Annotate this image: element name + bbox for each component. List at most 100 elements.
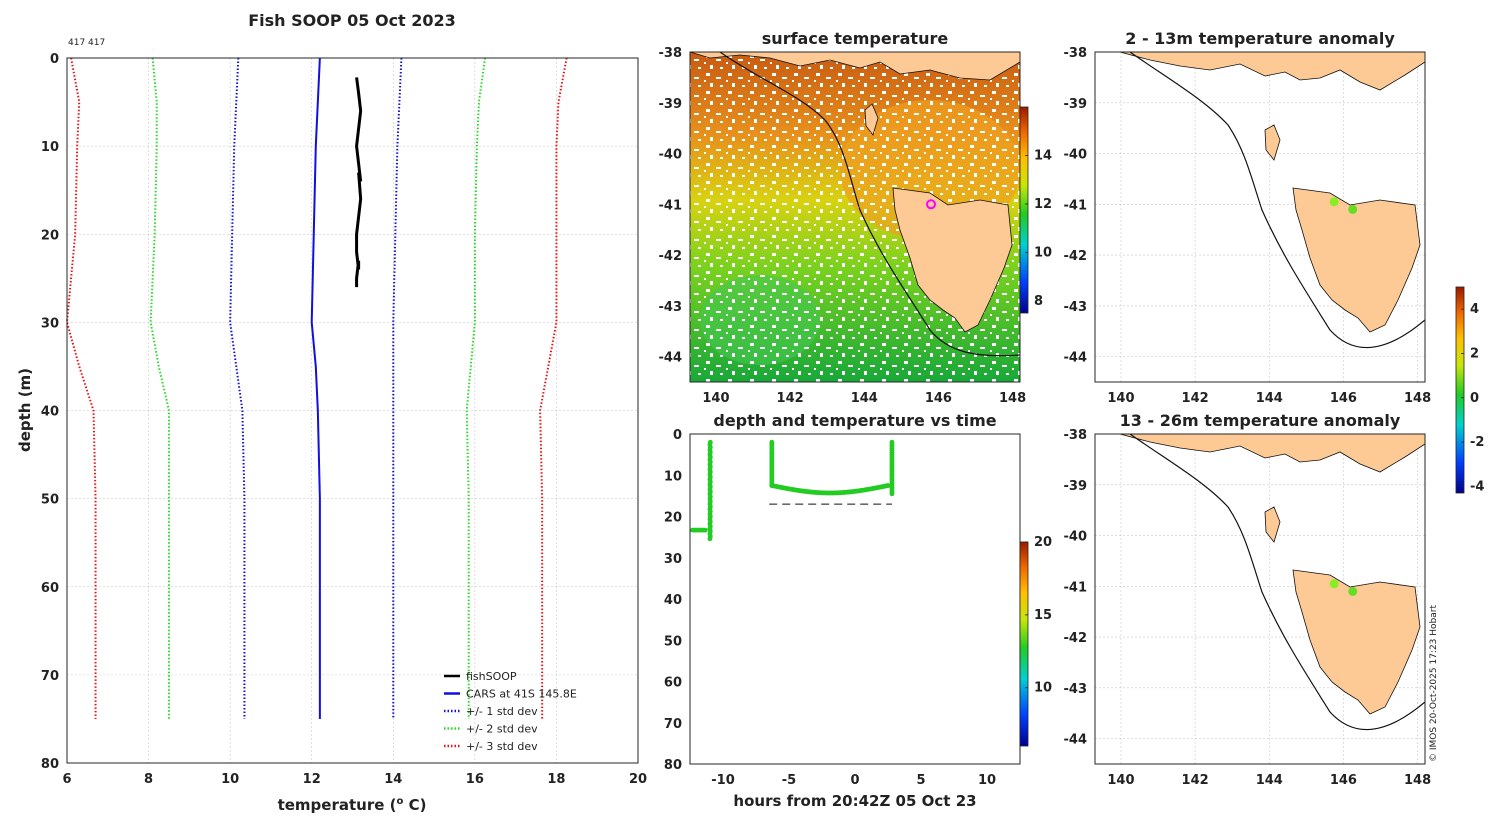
anomaly-colorbar-tick-label: -4 bbox=[1470, 479, 1484, 494]
anom2-x-tick: 144 bbox=[1256, 773, 1283, 788]
surface-colorbar-tick-label: 12 bbox=[1034, 197, 1052, 212]
profile-y-tick: 0 bbox=[50, 52, 59, 67]
anom2-y-tick: -44 bbox=[1064, 733, 1088, 748]
time-colorbar-gradient bbox=[1019, 541, 1029, 747]
profile-x-tick: 18 bbox=[547, 772, 565, 787]
time-x-tick: 10 bbox=[978, 773, 996, 788]
profile-x-tick: 8 bbox=[144, 772, 153, 787]
profile-y-tick: 30 bbox=[41, 316, 59, 331]
time-y-tick: 80 bbox=[664, 758, 682, 773]
time-point bbox=[707, 536, 713, 542]
anom2-x-tick: 140 bbox=[1107, 773, 1134, 788]
profile-legend-label: fishSOOP bbox=[466, 670, 517, 683]
profile-x-tick: 20 bbox=[629, 772, 647, 787]
anom1-x-tick: 146 bbox=[1330, 391, 1357, 406]
time-colorbar-tick-label: 10 bbox=[1034, 681, 1052, 696]
anomaly-colorbar-gradient bbox=[1455, 286, 1465, 494]
anomaly2-points bbox=[1329, 579, 1358, 596]
surface-y-tick: -42 bbox=[659, 249, 683, 264]
surface-title: surface temperature bbox=[762, 29, 949, 48]
time-point bbox=[889, 491, 895, 497]
anom2-y-tick: -41 bbox=[1064, 580, 1088, 595]
anom2-y-tick: -38 bbox=[1064, 428, 1088, 443]
time-points bbox=[690, 439, 895, 542]
anom1-x-tick: 142 bbox=[1182, 391, 1209, 406]
ship-position-marker bbox=[926, 199, 937, 210]
profile-x-tick: 6 bbox=[62, 772, 71, 787]
anomaly1-points bbox=[1329, 197, 1358, 214]
time-point bbox=[702, 527, 708, 533]
profile-series-line bbox=[355, 77, 363, 288]
surface-x-tick: 140 bbox=[702, 391, 729, 406]
king-island bbox=[864, 103, 879, 136]
anomaly2-y-ticks: -38 -39 -40 -41 -42 -43 -44 bbox=[1064, 428, 1088, 748]
mainland-australia bbox=[690, 52, 1020, 81]
anom1-y-tick: -40 bbox=[1064, 148, 1088, 163]
anomaly-colorbar: 4 2 0 -2 -4 bbox=[1455, 286, 1484, 494]
surface-temperature-map: surface temperature 140 142 144 146 148 -38-… bbox=[659, 29, 1053, 406]
shelf-contour bbox=[719, 52, 1020, 357]
time-x-ticks: -10 -5 0 5 10 bbox=[711, 773, 996, 788]
time-y-tick: 30 bbox=[664, 552, 682, 567]
surface-colorbar-tick-label: 10 bbox=[1034, 245, 1052, 260]
time-colorbar-tick-label: 20 bbox=[1034, 535, 1052, 550]
anomaly1-tasmania bbox=[1292, 187, 1421, 333]
surface-y-tick: -39 bbox=[659, 97, 683, 112]
surface-colorbar-tick-label: 8 bbox=[1034, 294, 1043, 309]
profile-series-line bbox=[310, 57, 321, 719]
profile-series-line bbox=[465, 57, 487, 719]
surface-x-tick: 148 bbox=[999, 391, 1026, 406]
time-colorbar: 10 15 20 bbox=[1019, 535, 1052, 747]
anom1-x-tick: 144 bbox=[1256, 391, 1283, 406]
time-x-tick: -10 bbox=[711, 773, 735, 788]
time-y-tick: 0 bbox=[673, 428, 682, 443]
profile-corner-label: 417 417 bbox=[68, 38, 105, 48]
profile-legend-label: +/- 2 std dev bbox=[466, 723, 538, 736]
anom2-point bbox=[1329, 579, 1339, 589]
profile-grid bbox=[66, 57, 639, 764]
anom2-point bbox=[1348, 586, 1358, 596]
anomaly-map-shallow: 2 - 13m temperature anomaly 140 142 144 146… bbox=[1064, 29, 1432, 406]
anomaly2-tasmania bbox=[1292, 569, 1421, 715]
anom1-y-tick: -44 bbox=[1064, 351, 1088, 366]
time-axes-box bbox=[689, 433, 1021, 765]
profile-series-line bbox=[392, 57, 403, 719]
profile-legend-label: CARS at 41S 145.8E bbox=[466, 688, 577, 701]
anomaly2-x-ticks: 140 142 144 146 148 bbox=[1107, 773, 1431, 788]
anomaly2-mainland bbox=[1119, 434, 1425, 473]
profile-y-ticks: 0 10 20 30 40 50 60 70 80 bbox=[41, 52, 59, 772]
anom1-point bbox=[1329, 197, 1339, 207]
anomaly1-title: 2 - 13m temperature anomaly bbox=[1125, 29, 1395, 48]
surface-y-tick: -40 bbox=[659, 148, 683, 163]
profile-legend-label: +/- 3 std dev bbox=[466, 740, 538, 753]
anomaly1-king-island bbox=[1264, 124, 1281, 161]
time-y-tick: 10 bbox=[664, 469, 682, 484]
profile-legend: fishSOOP CARS at 41S 145.8E +/- 1 std dev +… bbox=[444, 670, 577, 753]
surface-y-tick: -41 bbox=[659, 198, 683, 213]
anomaly-map-deep: 13 - 26m temperature anomaly 140 142 144 14… bbox=[1064, 286, 1484, 788]
profile-y-tick: 20 bbox=[41, 228, 59, 243]
surface-y-ticks: -38 -39 -40 -41 -42 -43 -44 bbox=[659, 46, 683, 366]
surface-y-tick: -44 bbox=[659, 351, 683, 366]
anom1-y-tick: -39 bbox=[1064, 97, 1088, 112]
time-y-tick: 50 bbox=[664, 634, 682, 649]
anomaly-colorbar-tick-label: -2 bbox=[1470, 435, 1484, 450]
surface-colorbar: 8 10 12 14 bbox=[1019, 106, 1052, 314]
anom1-x-tick: 140 bbox=[1107, 391, 1134, 406]
surface-x-tick: 146 bbox=[925, 391, 952, 406]
anom1-y-tick: -43 bbox=[1064, 300, 1088, 315]
surface-x-tick: 144 bbox=[851, 391, 878, 406]
time-point bbox=[885, 483, 891, 488]
profile-y-tick: 80 bbox=[41, 757, 59, 772]
anom2-y-tick: -40 bbox=[1064, 530, 1088, 545]
anom1-x-tick: 148 bbox=[1404, 391, 1431, 406]
time-x-tick: 5 bbox=[916, 773, 925, 788]
time-x-tick: 0 bbox=[850, 773, 859, 788]
profile-series-line bbox=[149, 57, 170, 719]
profile-y-tick: 60 bbox=[41, 581, 59, 596]
profile-title: Fish SOOP 05 Oct 2023 bbox=[248, 11, 456, 30]
profile-series-line bbox=[539, 57, 568, 719]
profile-x-ticks: 6 8 10 12 14 16 18 20 bbox=[62, 772, 647, 787]
time-colorbar-tick-label: 15 bbox=[1034, 608, 1052, 623]
